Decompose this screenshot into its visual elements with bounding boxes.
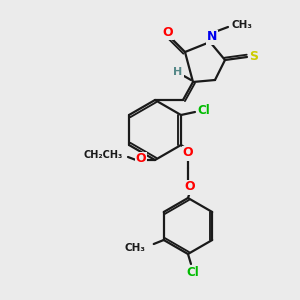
Text: S: S	[250, 50, 259, 62]
Text: CH₃: CH₃	[125, 243, 146, 253]
Text: CH₂CH₃: CH₂CH₃	[84, 150, 123, 160]
Text: Cl: Cl	[198, 103, 210, 116]
Text: CH₃: CH₃	[232, 20, 253, 30]
Text: O: O	[163, 26, 173, 38]
Text: N: N	[207, 31, 217, 44]
Text: H: H	[173, 67, 183, 77]
Text: O: O	[185, 181, 195, 194]
Text: Cl: Cl	[187, 266, 200, 278]
Text: O: O	[136, 152, 146, 166]
Text: O: O	[183, 146, 193, 160]
